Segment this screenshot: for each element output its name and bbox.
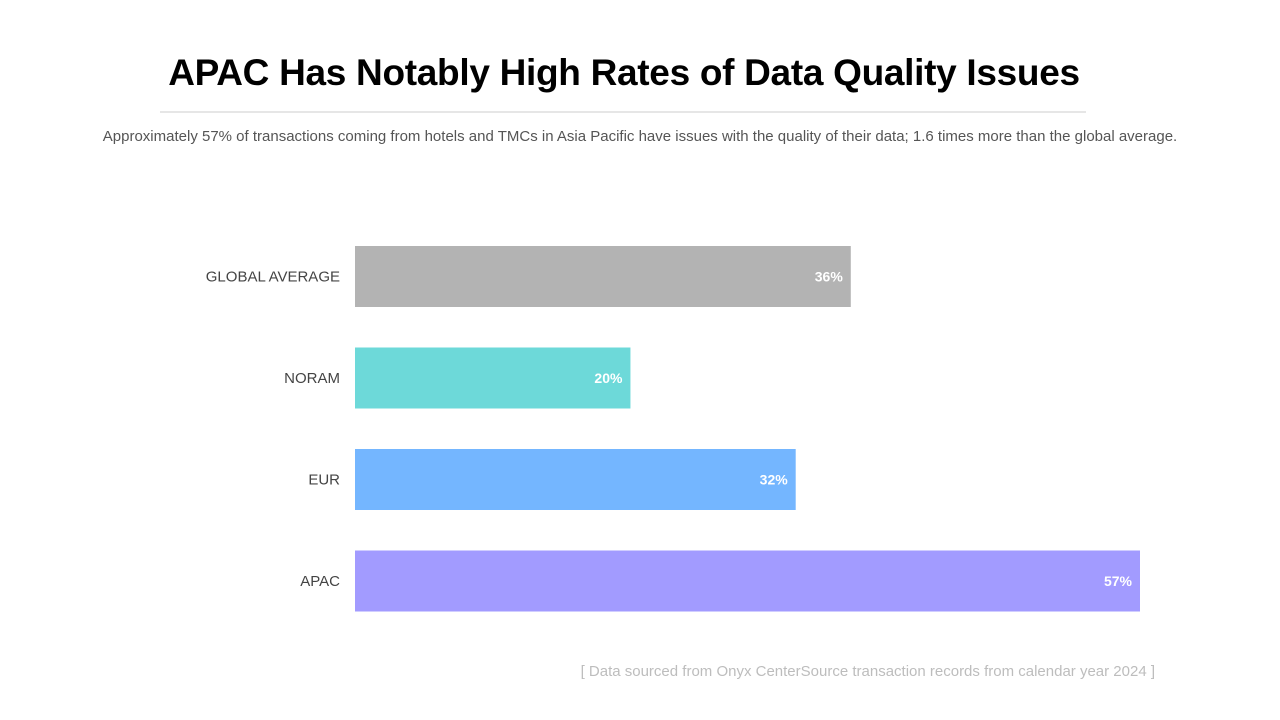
value-label-eur: 32%	[760, 472, 789, 488]
category-label-eur: EUR	[308, 472, 340, 489]
category-label-apac: APAC	[300, 573, 340, 590]
source-note: [ Data sourced from Onyx CenterSource tr…	[580, 663, 1155, 680]
bar-noram	[355, 347, 631, 409]
bar-apac	[355, 550, 1140, 612]
value-label-apac: 57%	[1104, 573, 1133, 589]
value-label-global-average: 36%	[815, 269, 844, 285]
category-label-noram: NORAM	[284, 370, 340, 387]
bar-eur	[355, 449, 796, 510]
slide-subtitle: Approximately 57% of transactions coming…	[102, 128, 1178, 145]
bar-global-average	[355, 246, 851, 307]
category-label-global-average: GLOBAL AVERAGE	[206, 269, 340, 286]
value-label-noram: 20%	[594, 370, 623, 386]
slide-title: APAC Has Notably High Rates of Data Qual…	[168, 52, 1080, 93]
title-divider	[160, 111, 1086, 113]
